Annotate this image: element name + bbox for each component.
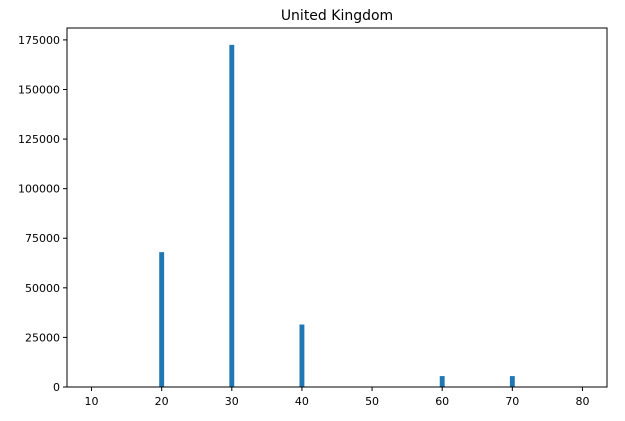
bar-70	[509, 376, 515, 387]
y-tick-label: 100000	[18, 183, 60, 196]
bar-60	[439, 376, 445, 387]
x-tick-label: 60	[435, 395, 449, 408]
x-tick-label: 80	[575, 395, 589, 408]
y-tick-label: 50000	[25, 282, 60, 295]
x-tick-label: 70	[505, 395, 519, 408]
y-tick-label: 0	[53, 381, 60, 394]
x-tick-label: 30	[225, 395, 239, 408]
y-tick-label: 25000	[25, 331, 60, 344]
x-tick-label: 20	[155, 395, 169, 408]
bar-30	[229, 44, 235, 387]
y-axis: 0 25000 50000 75000 100000 125000 150000 175000	[18, 34, 67, 394]
y-tick-label: 75000	[25, 232, 60, 245]
chart-title: United Kingdom	[281, 8, 393, 24]
x-tick-label: 10	[85, 395, 99, 408]
y-tick-label: 150000	[18, 83, 60, 96]
x-axis: 10 20 30 40 50 60 70 80	[85, 387, 589, 408]
x-tick-label: 40	[295, 395, 309, 408]
bar-40	[299, 324, 305, 387]
bars-group	[159, 44, 515, 387]
plot-frame	[66, 27, 608, 388]
y-tick-label: 175000	[18, 34, 60, 47]
y-tick-label: 125000	[18, 133, 60, 146]
bar-20	[159, 252, 165, 387]
x-tick-label: 50	[365, 395, 379, 408]
